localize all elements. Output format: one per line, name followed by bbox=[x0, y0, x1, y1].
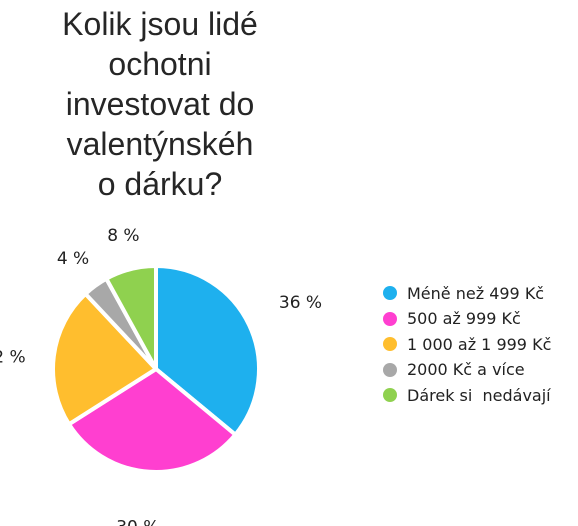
legend-label: 2000 Kč a více bbox=[407, 360, 525, 379]
pie-slice-3 bbox=[51, 291, 158, 427]
legend-item-5: Dárek si nedávají bbox=[383, 383, 551, 407]
legend-label: Dárek si nedávají bbox=[407, 385, 551, 405]
chart-legend: Méně než 499 Kč 500 až 999 Kč 1 000 až 1 9… bbox=[383, 281, 551, 409]
pie-slice-2 bbox=[67, 367, 238, 474]
slice-label-3: 22 % bbox=[0, 348, 26, 368]
chart-title: Kolik jsou lidé ochotni investovat do va… bbox=[62, 6, 258, 202]
legend-swatch bbox=[383, 311, 397, 326]
pie-labels: 36 % 30 % 22 % 4 % 8 % bbox=[0, 226, 322, 526]
legend-item-4: 2000 Kč a více bbox=[383, 358, 551, 382]
pie-slice-5 bbox=[104, 264, 158, 371]
legend-label: Méně než 499 Kč bbox=[407, 283, 545, 303]
legend-label: 500 až 999 Kč bbox=[407, 309, 521, 328]
legend-item-3: 1 000 až 1 999 Kč bbox=[383, 332, 551, 356]
legend-swatch bbox=[383, 388, 397, 402]
slice-label-2: 30 % bbox=[116, 518, 159, 526]
legend-item-1: Méně než 499 Kč bbox=[383, 281, 551, 305]
slice-label-1: 36 % bbox=[279, 293, 322, 313]
legend-swatch bbox=[383, 286, 397, 300]
legend-label: 1 000 až 1 999 Kč bbox=[407, 334, 552, 354]
pie-slice-1 bbox=[154, 264, 261, 437]
legend-swatch bbox=[383, 337, 397, 351]
slice-label-5: 8 % bbox=[107, 226, 139, 246]
legend-swatch bbox=[383, 362, 397, 377]
slice-label-4: 4 % bbox=[57, 249, 89, 269]
legend-item-2: 500 až 999 Kč bbox=[383, 307, 551, 331]
pie-slices bbox=[51, 264, 261, 474]
